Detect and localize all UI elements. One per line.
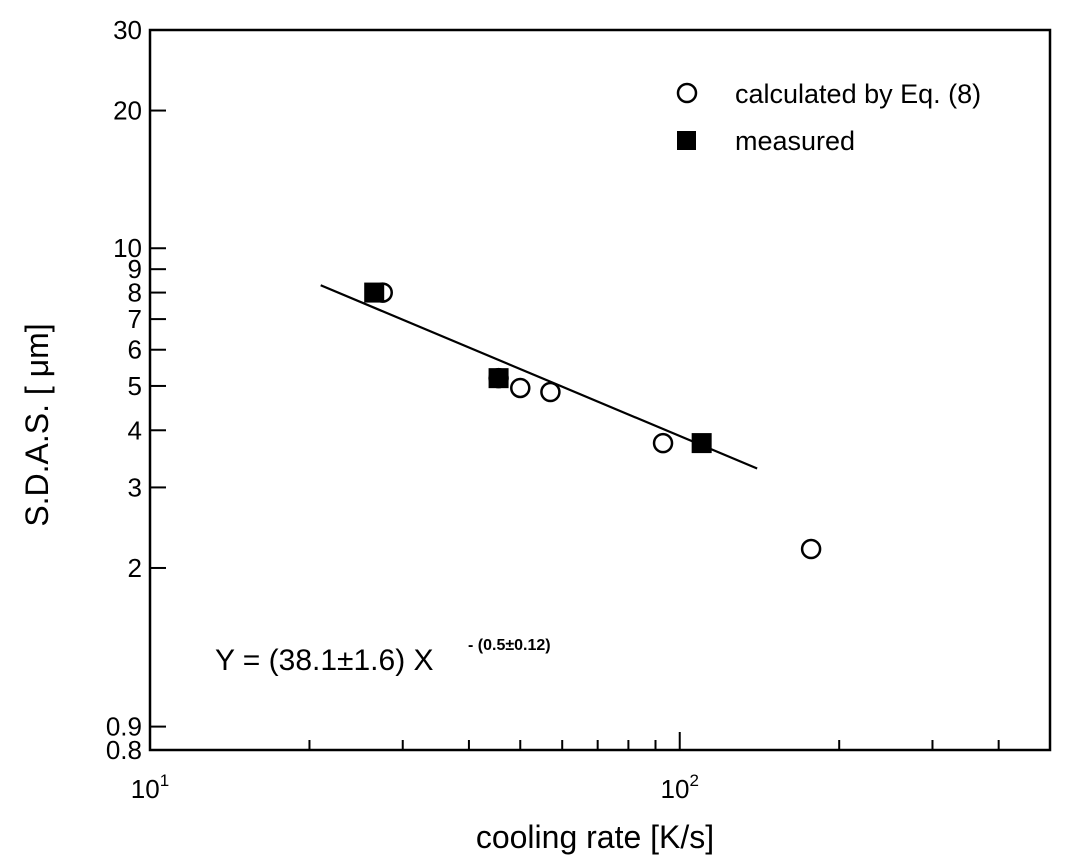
y-tick-label: 8 — [128, 278, 142, 308]
data-markers — [364, 282, 822, 560]
y-axis-title: S.D.A.S. [ μm] — [19, 323, 55, 526]
x-axis-title: cooling rate [K/s] — [476, 819, 714, 855]
plot-frame — [148, 28, 1052, 752]
legend: calculated by Eq. (8) measured — [676, 79, 981, 156]
legend-label-measured: measured — [735, 126, 855, 156]
y-tick-label: 3 — [128, 472, 142, 502]
calculated-point — [540, 381, 561, 403]
fit-equation: Y = (38.1±1.6) X - (0.5±0.12) — [215, 637, 551, 677]
y-tick-label: 0.8 — [106, 735, 142, 765]
y-tick-label: 5 — [128, 371, 142, 401]
y-tick-label: 0.9 — [106, 712, 142, 742]
x-tick-label-base: 10 — [131, 774, 160, 804]
measured-point — [691, 433, 712, 454]
x-tick-label-exponent: 2 — [689, 771, 698, 790]
y-tick-label: 20 — [113, 96, 142, 126]
x-tick-label-base: 10 — [661, 774, 690, 804]
measured-point — [364, 282, 385, 303]
y-tick-label: 10 — [113, 233, 142, 263]
y-tick-label: 9 — [128, 254, 142, 284]
calculated-point — [510, 377, 531, 399]
y-tick-label: 6 — [128, 335, 142, 365]
calculated-point — [800, 538, 822, 560]
legend-label-calculated: calculated by Eq. (8) — [735, 79, 981, 109]
measured-point — [488, 368, 509, 389]
fit-line-group — [320, 284, 758, 470]
legend-open-circle-icon — [676, 82, 698, 104]
x-tick-label: 101 — [131, 771, 169, 804]
y-tick-label: 30 — [113, 15, 142, 45]
legend-filled-square-icon — [677, 131, 696, 150]
fit-equation-exponent: - (0.5±0.12) — [468, 637, 551, 654]
axis-ticks — [149, 29, 1000, 751]
y-tick-label: 7 — [128, 304, 142, 334]
fit-equation-text: Y = (38.1±1.6) X — [215, 644, 434, 677]
calculated-point — [652, 432, 674, 454]
fit-line — [320, 284, 758, 470]
x-tick-label: 102 — [661, 771, 699, 804]
x-tick-labels: 101 102 — [131, 771, 699, 804]
x-tick-label-exponent: 1 — [160, 771, 169, 790]
y-tick-label: 2 — [128, 553, 142, 583]
y-tick-label: 4 — [128, 415, 142, 445]
